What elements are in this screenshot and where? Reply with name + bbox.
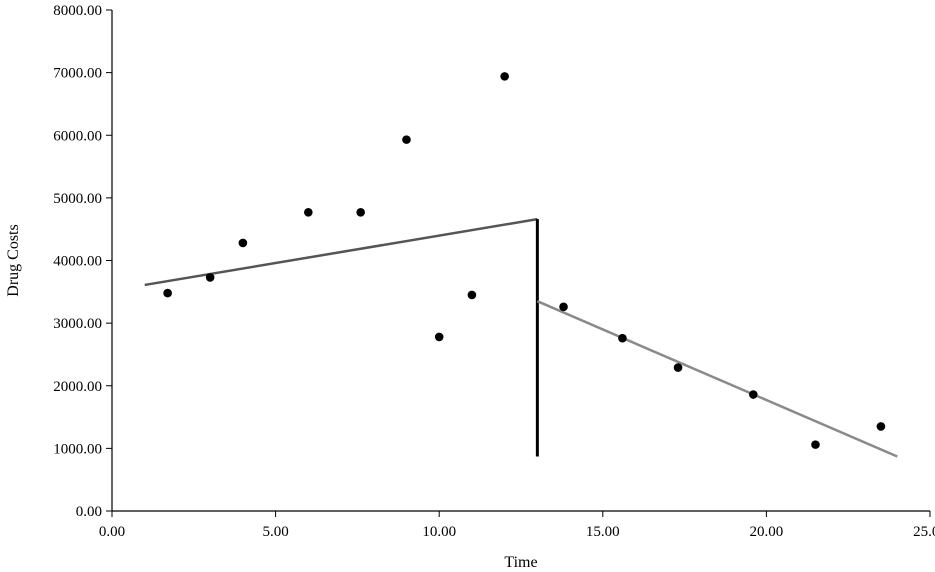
x-tick-label: 20.00 [750, 524, 784, 540]
trend-line-3 [536, 300, 898, 458]
y-tick-label: 5000.00 [53, 191, 102, 207]
x-axis-title: Time [504, 554, 537, 571]
x-tick-label: 10.00 [422, 524, 456, 540]
data-point [618, 333, 627, 343]
data-point [356, 207, 365, 217]
axes [111, 10, 930, 512]
trend-lines [144, 217, 898, 458]
data-point [304, 207, 313, 217]
y-tick-label: 6000.00 [53, 128, 102, 144]
y-tick-label: 2000.00 [53, 379, 102, 395]
x-tick-label: 15.00 [586, 524, 620, 540]
y-tick-label: 3000.00 [53, 316, 102, 332]
data-point [876, 422, 886, 431]
data-point [238, 238, 248, 248]
y-tick-label: 0.00 [76, 504, 102, 520]
x-ticks: 0.00 5.00 10.00 15.00 20.00 25.00 [99, 511, 935, 540]
data-point [163, 288, 172, 298]
data-point [811, 440, 820, 449]
x-tick-label: 5.00 [262, 524, 288, 540]
trend-line-1 [144, 217, 538, 287]
x-tick-label: 0.00 [99, 524, 125, 540]
data-point [205, 273, 215, 282]
data-point [402, 135, 411, 144]
data-point [434, 332, 444, 342]
y-ticks: 0.00 1000.00 2000.00 3000.00 4000.00 5000.00 6… [53, 3, 112, 520]
y-axis-title: Drug Costs [5, 224, 22, 296]
data-point [500, 72, 509, 81]
y-tick-label: 4000.00 [53, 254, 102, 270]
data-point [467, 290, 477, 300]
x-tick-label: 25.00 [913, 524, 935, 540]
data-point [749, 390, 758, 399]
data-points [163, 72, 886, 449]
data-point [673, 363, 683, 372]
y-tick-label: 7000.00 [53, 66, 102, 82]
data-point [559, 302, 568, 312]
y-tick-label: 1000.00 [53, 441, 102, 457]
y-tick-label: 8000.00 [53, 3, 102, 19]
